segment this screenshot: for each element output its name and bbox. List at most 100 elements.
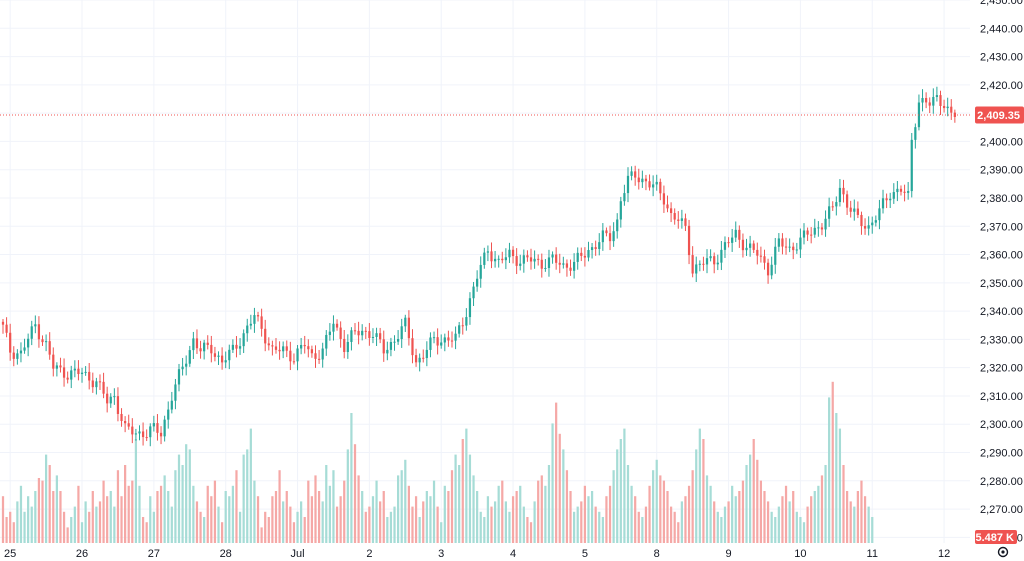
candle-body <box>95 381 98 388</box>
candle-body <box>77 368 80 375</box>
volume-bar <box>526 517 529 543</box>
price-axis[interactable] <box>972 0 1024 561</box>
volume-bar <box>551 423 554 543</box>
candle-body <box>601 230 604 243</box>
candle-body <box>723 242 727 250</box>
volume-bar <box>835 413 838 543</box>
volume-bar <box>727 501 730 543</box>
candle-body <box>192 338 195 351</box>
candle-body <box>899 188 903 192</box>
candle-body <box>788 246 791 248</box>
volume-bar <box>95 506 98 543</box>
volume-bar <box>486 496 490 543</box>
candle-body <box>84 371 87 373</box>
candle-body <box>835 202 838 207</box>
candle-body <box>928 102 931 106</box>
candle-body <box>16 353 19 359</box>
volume-bar <box>149 496 152 543</box>
volume-bar <box>382 491 385 543</box>
candle-body <box>404 317 407 327</box>
time-axis[interactable] <box>0 543 1024 561</box>
volume-bar <box>113 506 116 543</box>
candle-body <box>759 255 763 257</box>
candle-body <box>217 355 220 357</box>
volume-bar <box>863 496 867 543</box>
candle-body <box>637 177 640 183</box>
candle-body <box>321 348 324 360</box>
candle-body <box>138 431 141 434</box>
price-tick-label: 2,310.00 <box>980 391 1023 403</box>
candle-body <box>141 431 145 438</box>
volume-bar <box>493 501 497 543</box>
volume-bar <box>170 506 173 543</box>
volume-bar <box>705 475 709 543</box>
volume-bar <box>734 496 737 543</box>
candle-body <box>752 243 755 250</box>
volume-bar <box>296 511 299 543</box>
candle-body <box>687 225 691 256</box>
volume-bar <box>163 475 166 543</box>
candle-body <box>149 426 152 438</box>
price-tick-label: 2,280.00 <box>980 476 1023 488</box>
candle-body <box>447 337 450 341</box>
candle-body <box>48 341 51 355</box>
volume-bar <box>594 506 597 543</box>
candle-body <box>253 315 256 324</box>
candle-body <box>382 339 385 354</box>
volume-bar <box>662 480 666 543</box>
volume-bar <box>634 496 637 543</box>
volume-bar <box>605 496 608 543</box>
candle-body <box>379 333 382 340</box>
volume-bar <box>16 501 19 543</box>
volume-bar <box>853 506 856 543</box>
candle-body <box>418 357 421 363</box>
volume-label: 5.487 K <box>975 532 1014 544</box>
volume-bar <box>213 480 217 543</box>
candle-body <box>533 258 536 262</box>
candle-body <box>501 258 504 261</box>
volume-bar <box>242 454 245 543</box>
candle-body <box>199 348 202 352</box>
candle-body <box>795 249 798 251</box>
volume-bar <box>285 491 288 543</box>
price-tick-label: 2,330.00 <box>980 334 1023 346</box>
candle-body <box>479 264 482 279</box>
candle-body <box>889 198 892 201</box>
candle-body <box>792 246 795 251</box>
volume-bar <box>817 485 820 543</box>
volume-bar <box>652 470 655 543</box>
candle-body <box>91 380 94 388</box>
candle-body <box>282 346 285 352</box>
candle-body <box>558 262 561 265</box>
volume-bar <box>292 522 296 543</box>
candle-body <box>346 341 349 353</box>
volume-bar <box>465 428 468 543</box>
volume-bar <box>159 485 163 543</box>
price-tick-label: 2,350.00 <box>980 278 1023 290</box>
time-tick-label: 2 <box>366 548 372 560</box>
candle-body <box>774 246 777 265</box>
volume-bar <box>458 465 461 543</box>
volume-bar <box>260 527 263 543</box>
volume-bar <box>774 517 777 543</box>
candle-body <box>127 423 130 427</box>
candle-body <box>659 181 662 194</box>
candle-body <box>443 337 446 343</box>
candle-body <box>70 370 73 380</box>
candle-body <box>314 353 317 359</box>
volume-bar <box>799 517 802 543</box>
candle-body <box>278 349 281 352</box>
volume-bar <box>404 459 407 543</box>
volume-bar <box>587 496 590 543</box>
volume-bar <box>619 439 622 543</box>
volume-bar <box>228 496 231 543</box>
volume-bar <box>576 506 579 543</box>
candle-body <box>867 225 870 229</box>
candle-body <box>124 421 127 424</box>
volume-bar <box>533 501 536 543</box>
candle-body <box>537 258 540 260</box>
candle-body <box>12 352 15 359</box>
candle-body <box>414 355 418 363</box>
settings-icon[interactable] <box>997 546 1009 558</box>
